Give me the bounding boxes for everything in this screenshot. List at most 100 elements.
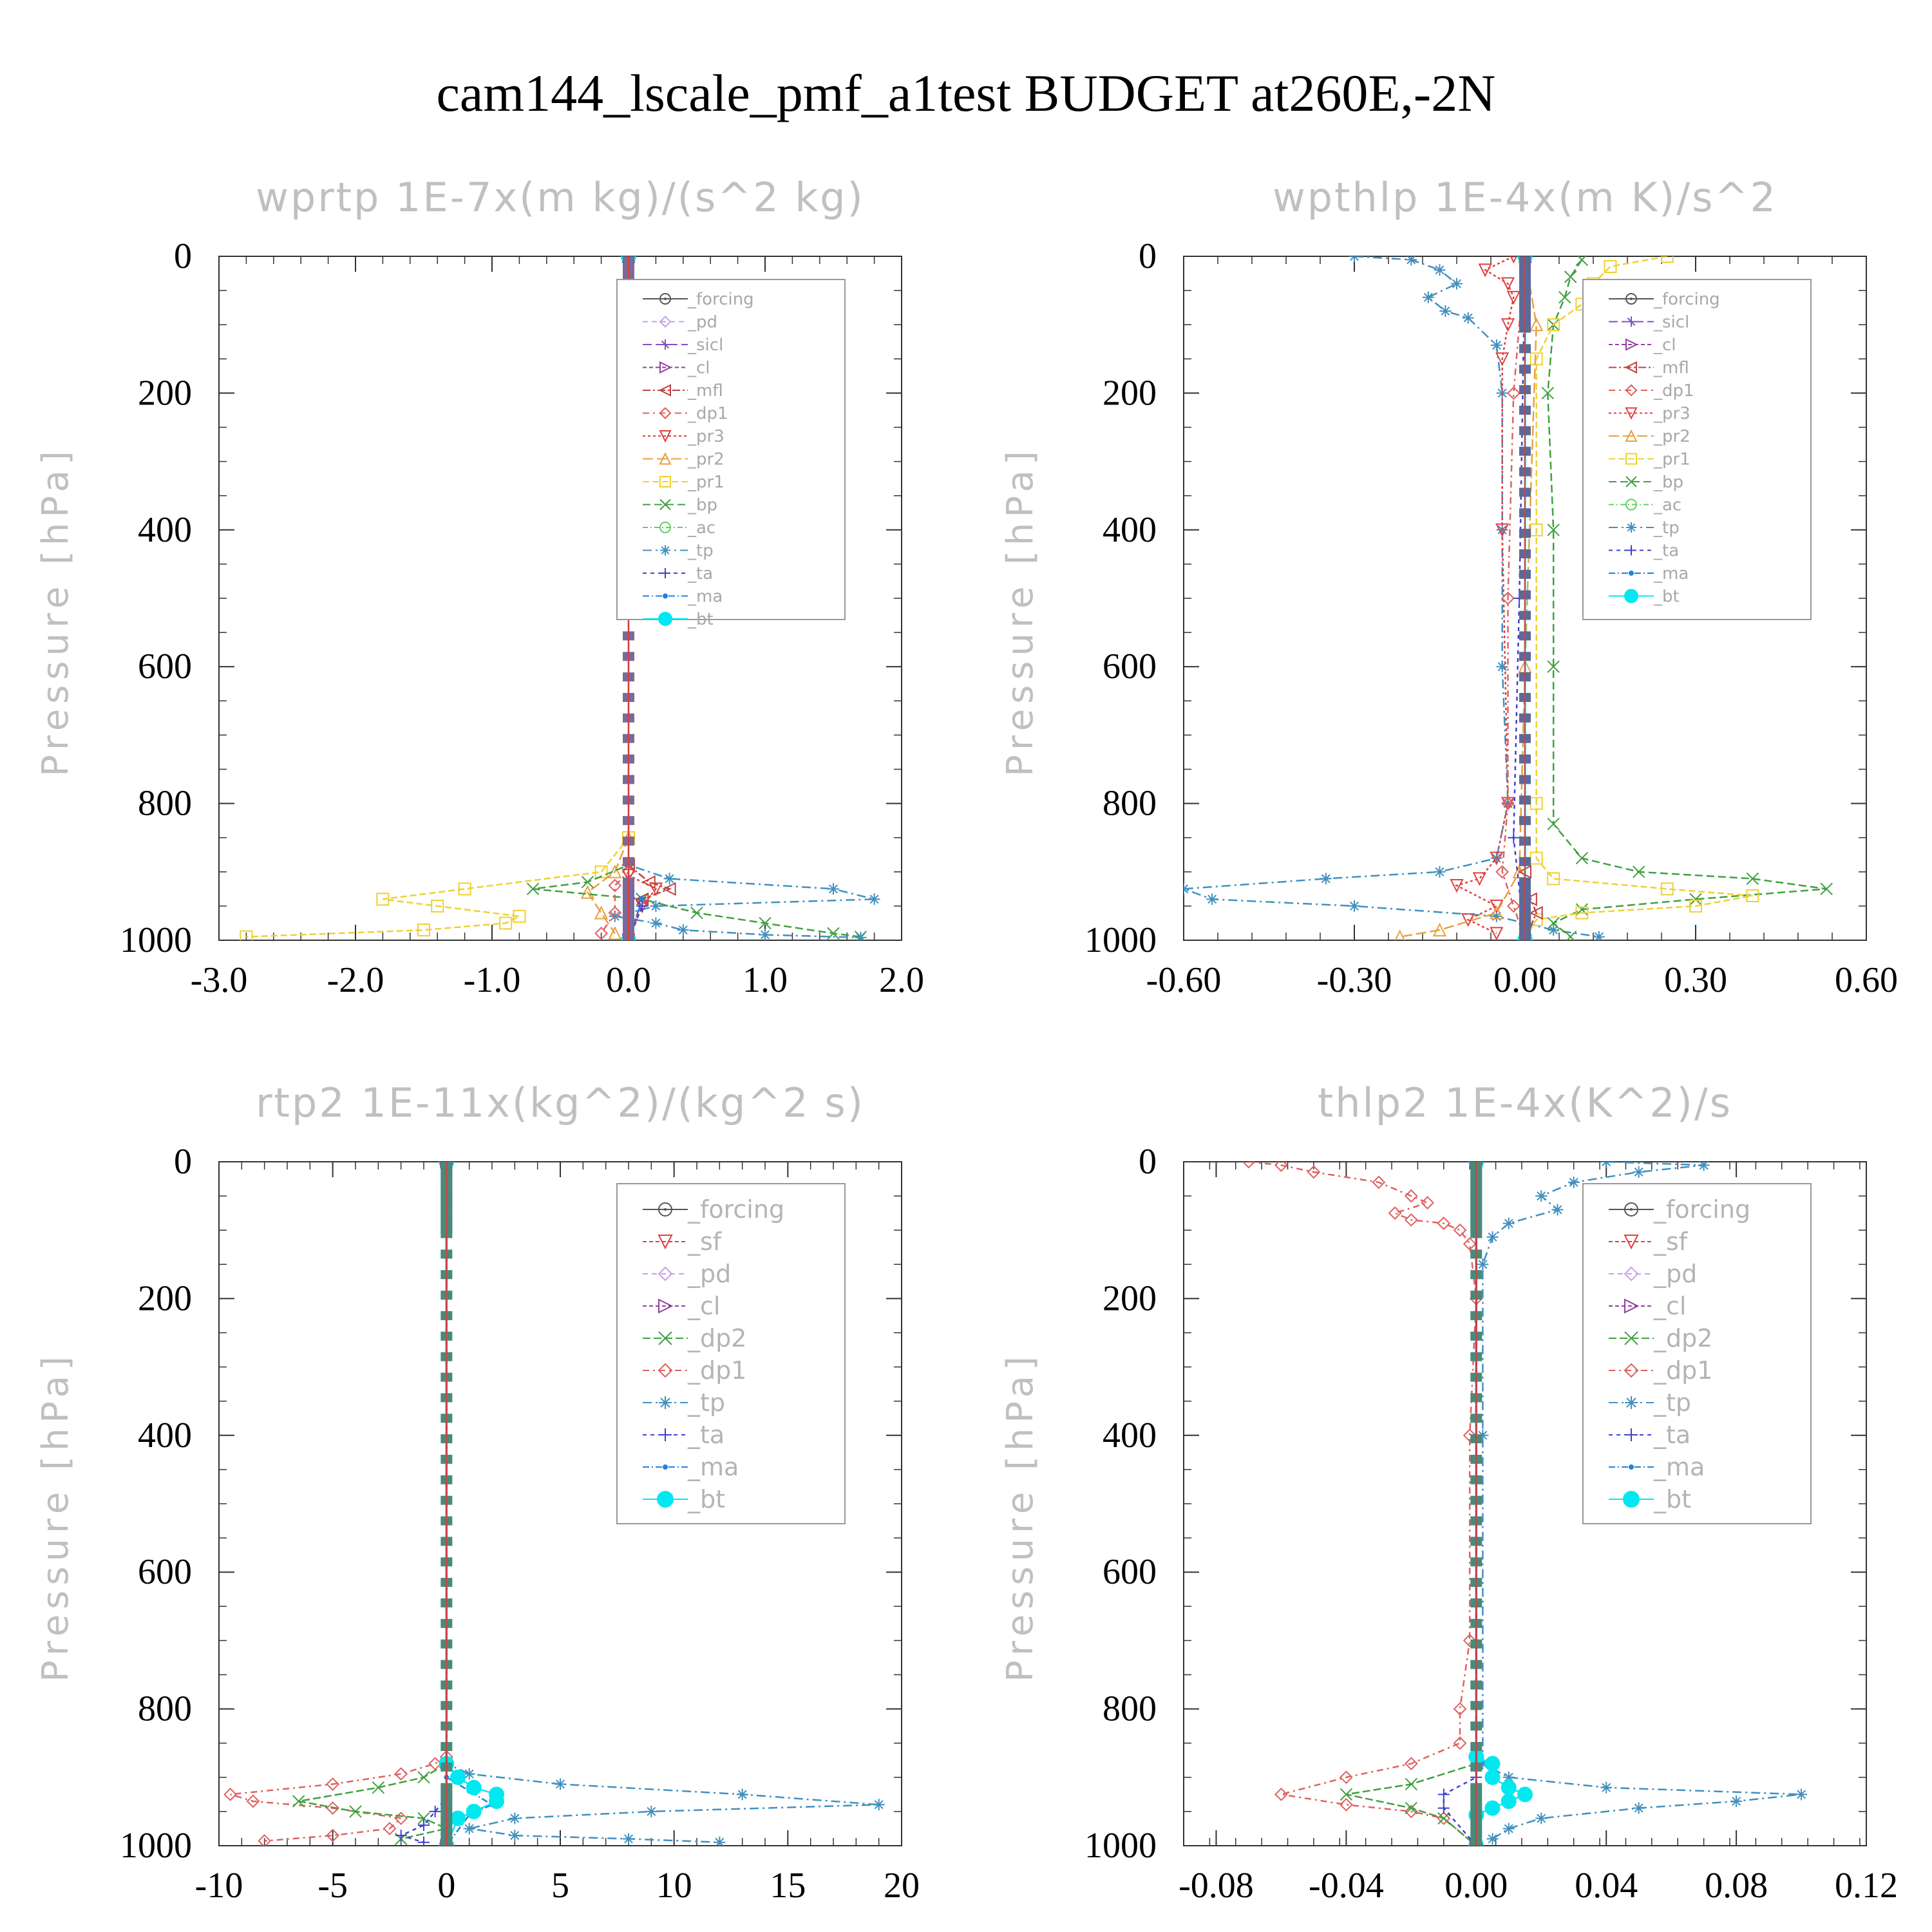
panel-1: wprtp 1E-7x(m kg)/(s^2 kg) Pressure [hPa]…	[35, 174, 924, 1000]
legend-marker	[659, 476, 671, 488]
data-point	[418, 1819, 430, 1832]
data-point	[1506, 290, 1520, 305]
y-tick-label: 400	[138, 510, 192, 550]
data-point	[1746, 872, 1759, 886]
data-point	[639, 896, 645, 902]
data-point	[1495, 523, 1510, 538]
data-point	[1506, 386, 1520, 400]
data-point	[1593, 931, 1605, 940]
y-ticks: 0 200 400 600 800 1000	[120, 236, 902, 960]
series-line-pr3	[1454, 256, 1515, 934]
legend-label: _mfl	[1653, 359, 1689, 378]
legend-label: _dp2	[1653, 1324, 1712, 1352]
data-point	[1502, 1217, 1515, 1229]
x-tick-label: 15	[770, 1866, 806, 1906]
data-point	[1502, 1771, 1515, 1783]
legend-box	[1582, 1183, 1812, 1524]
data-point	[1501, 591, 1515, 605]
legend-label: _dp1	[1653, 1356, 1712, 1385]
figure-title: cam144_lscale_pmf_a1test BUDGET at260E,-…	[437, 64, 1496, 122]
legend-marker	[1625, 1428, 1638, 1441]
legend-label: _bp	[1653, 473, 1683, 492]
data-point	[1547, 872, 1560, 886]
data-point	[1820, 882, 1833, 896]
y-tick-label: 400	[1103, 510, 1157, 550]
y-tick-label: 400	[1103, 1416, 1157, 1455]
legend-label: _tp	[687, 542, 714, 561]
legend-marker	[658, 1266, 673, 1282]
y-tick-label: 200	[138, 373, 192, 413]
data-point	[1486, 1833, 1499, 1845]
legend-marker	[1623, 1491, 1640, 1508]
legend-marker	[659, 316, 672, 328]
data-point	[1517, 1786, 1533, 1803]
data-point	[1437, 1788, 1450, 1801]
legend-label: _ta	[687, 1421, 724, 1449]
data-point	[1496, 387, 1508, 399]
data-point	[623, 1833, 634, 1845]
data-point	[417, 1771, 430, 1784]
data-point	[1730, 1795, 1743, 1807]
data-point	[376, 893, 390, 906]
data-point	[1508, 831, 1520, 844]
legend-marker	[1625, 476, 1637, 488]
legend-marker	[658, 1331, 672, 1345]
data-point	[1486, 1231, 1499, 1243]
y-ticks: 0 200 400 600 800 1000	[1084, 1142, 1866, 1866]
x-tick-label: -0.60	[1146, 960, 1222, 1000]
legend-marker	[1625, 293, 1637, 305]
series-line-dp1	[1248, 1162, 1477, 1846]
y-tick-label: 800	[1103, 1689, 1157, 1729]
data-point	[1495, 865, 1510, 879]
data-point	[1439, 305, 1452, 317]
legend-label: _ma	[687, 587, 723, 607]
data-point	[1320, 873, 1332, 885]
legend-marker	[660, 339, 670, 350]
data-point	[641, 875, 656, 889]
panel-title: rtp2 1E-11x(kg^2)/(kg^2 s)	[256, 1079, 865, 1126]
series-line-dp1	[1501, 256, 1526, 940]
legend-marker	[1625, 338, 1638, 351]
data-point	[1372, 1175, 1386, 1189]
data-point	[855, 931, 867, 940]
legend-label: _cl	[687, 1292, 720, 1320]
data-point	[662, 882, 676, 896]
y-tick-label: 800	[138, 1689, 192, 1729]
data-point	[1339, 1797, 1353, 1812]
legend-marker	[659, 361, 672, 374]
legend-label: _ma	[1653, 564, 1689, 583]
x-tick-label: 0	[437, 1866, 455, 1906]
data-point	[1451, 278, 1463, 290]
data-point	[609, 910, 621, 922]
data-point	[736, 1788, 748, 1801]
data-point	[489, 1793, 505, 1809]
legend-marker	[1629, 571, 1634, 576]
y-axis-label: Pressure [hPa]	[999, 446, 1041, 777]
legend-label: _cl	[687, 359, 710, 378]
legend-marker	[1629, 1464, 1634, 1470]
data-point	[1535, 1190, 1548, 1202]
data-point	[873, 1799, 885, 1811]
panel-title: wprtp 1E-7x(m kg)/(s^2 kg)	[256, 174, 865, 221]
legend-label: _bt	[1653, 1485, 1691, 1513]
data-point	[1567, 1176, 1580, 1188]
legend-label: _pr2	[1653, 427, 1690, 446]
data-point	[372, 1781, 385, 1794]
data-point	[1490, 927, 1504, 940]
data-point	[1462, 312, 1474, 324]
panel-2: wpthlp 1E-4x(m K)/s^2 Pressure [hPa] 0 200 4…	[999, 174, 1898, 1000]
data-point	[1604, 260, 1617, 273]
y-tick-label: 200	[1103, 373, 1157, 413]
legend-label: _bt	[687, 610, 714, 629]
legend-label: _ta	[1653, 1421, 1690, 1449]
y-tick-label: 0	[1139, 236, 1157, 276]
y-tick-label: 600	[138, 1552, 192, 1592]
data-point	[1575, 851, 1589, 865]
data-point	[458, 882, 471, 896]
x-tick-label: 0.04	[1575, 1866, 1638, 1906]
data-point	[1404, 1189, 1418, 1203]
legend-marker	[1624, 1298, 1640, 1314]
data-point	[417, 1812, 430, 1825]
legend-marker	[658, 612, 672, 626]
legend-label: _tp	[1653, 1388, 1691, 1417]
